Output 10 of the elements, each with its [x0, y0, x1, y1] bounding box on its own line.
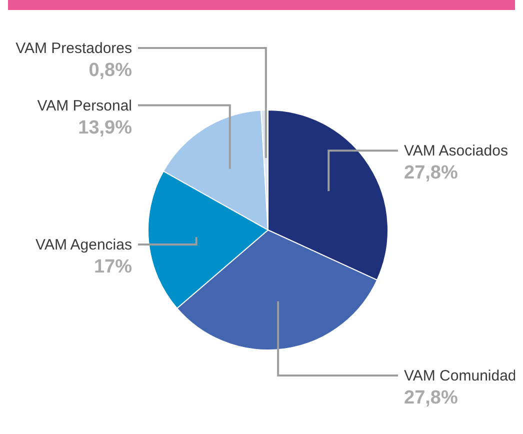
slice-label: VAM Asociados: [404, 142, 508, 160]
data-label: 27,8%: [404, 162, 458, 184]
slice-label: VAM Comunidad: [404, 368, 516, 385]
data-label: 0,8%: [88, 60, 132, 81]
slice-label: VAM Prestadores: [16, 40, 132, 57]
data-label: 13,9%: [78, 117, 132, 138]
data-label: 17%: [94, 256, 132, 278]
slice-label: VAM Personal: [37, 97, 132, 114]
data-label: 27,8%: [404, 388, 458, 409]
slice-label: VAM Agencias: [36, 236, 132, 254]
